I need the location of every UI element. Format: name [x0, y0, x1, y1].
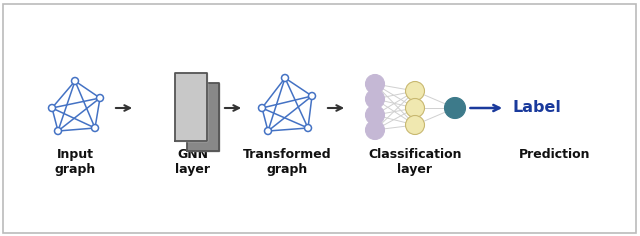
Text: Transformed
graph: Transformed graph [243, 148, 332, 176]
Circle shape [406, 115, 424, 135]
Circle shape [92, 125, 99, 131]
Circle shape [282, 75, 289, 81]
Polygon shape [187, 83, 219, 151]
Circle shape [406, 98, 424, 118]
Text: Classification
layer: Classification layer [368, 148, 461, 176]
Text: Prediction: Prediction [519, 148, 591, 161]
Circle shape [259, 105, 266, 111]
Circle shape [264, 127, 271, 135]
Polygon shape [175, 73, 207, 141]
Circle shape [97, 94, 104, 101]
Circle shape [54, 127, 61, 135]
Circle shape [308, 93, 316, 100]
Text: Label: Label [513, 101, 562, 115]
Circle shape [305, 125, 312, 131]
Circle shape [445, 97, 465, 118]
Circle shape [365, 89, 385, 109]
Circle shape [365, 121, 385, 139]
Circle shape [49, 105, 56, 111]
Text: Input
graph: Input graph [54, 148, 95, 176]
Circle shape [406, 81, 424, 101]
Circle shape [72, 77, 79, 84]
Text: GNN
layer: GNN layer [175, 148, 211, 176]
Circle shape [365, 75, 385, 93]
Circle shape [365, 105, 385, 125]
